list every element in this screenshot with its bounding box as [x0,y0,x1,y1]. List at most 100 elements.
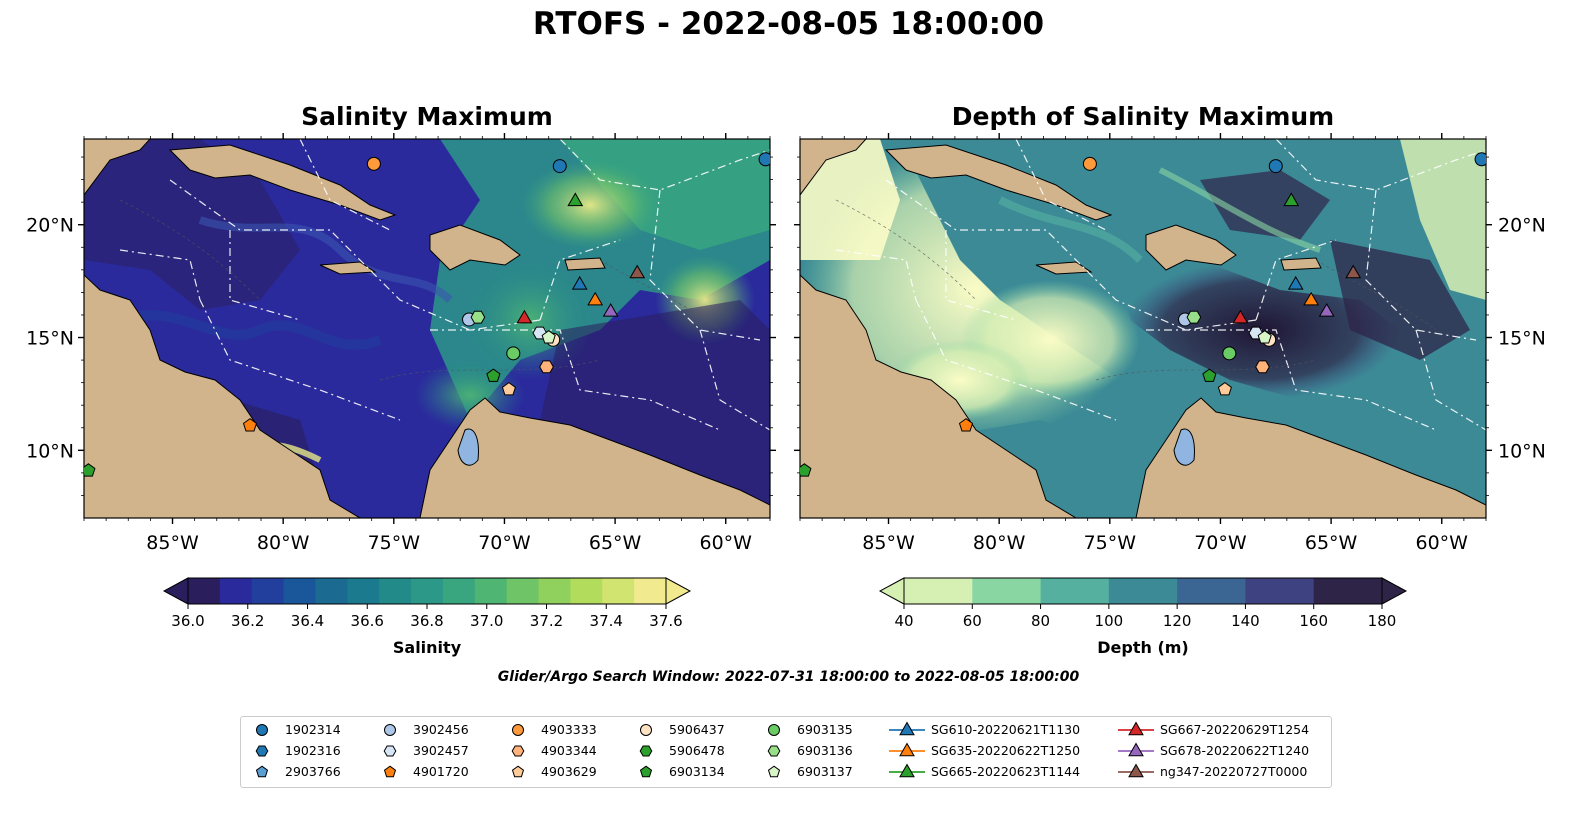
salinity-colorbar-swatch [634,578,667,604]
left-marker-6903137 [541,330,556,344]
legend-label: 1902316 [285,743,341,758]
legend-label: 5906478 [669,743,725,758]
legend-label: 4903344 [541,743,597,758]
salinity-colorbar-tick-label: 37.2 [530,612,563,630]
right-xtick-label: 65°W [1305,532,1358,554]
salinity-colorbar-tick-label: 36.2 [231,612,264,630]
left-marker-6903134 [84,463,96,477]
left-ytick-label: 10°N [26,440,74,462]
salinity-colorbar-extend-low [162,577,189,605]
left-markers [84,152,770,477]
legend-circle [256,724,268,736]
depth-colorbar-frame [903,577,1383,605]
salinity-colorbar-swatch [570,578,603,604]
right-xtick-label: 60°W [1416,532,1469,554]
left-marker-1902314 [552,159,567,174]
right-ytick-label: 10°N [1498,440,1546,462]
legend-triangle [899,763,915,778]
legend-label: 4903333 [541,722,597,737]
legend-marker [639,765,653,778]
salinity-colorbar-swatch [411,578,444,604]
salinity-map [84,139,770,518]
depth-colorbar-tick-label: 160 [1299,612,1328,630]
salinity-colorbar-swatch [219,578,253,604]
right-xtick-label: 75°W [1084,532,1137,554]
figure-title: RTOFS - 2022-08-05 18:00:00 [532,6,1045,42]
depth-colorbar-swatch [1177,578,1246,604]
right-marker-6903135 [1222,346,1237,361]
legend-marker [1118,742,1154,757]
depth-colorbar-tick-label: 60 [963,612,982,630]
left-marker-6903135 [506,346,521,361]
right-map-title: Depth of Salinity Maximum [951,102,1335,131]
legend-marker [768,724,780,736]
salinity-colorbar-swatch [474,578,508,604]
legend-marker [384,724,396,736]
legend-triangle [899,742,915,757]
legend-label: 6903136 [797,743,853,758]
legend-circle [512,724,524,736]
left-xtick-label: 60°W [700,532,753,554]
right-marker-4903629 [1217,381,1232,396]
salinity-colorbar-tick-label: 37.0 [470,612,503,630]
salinity-colorbar-swatch [506,578,540,604]
legend-pentagon [511,765,525,778]
left-marker-4903629 [501,381,516,396]
legend-marker [889,763,925,778]
left-marker-4903344 [539,360,554,374]
depth-colorbar-swatch [904,578,973,604]
right-marker-4903333 [1082,156,1097,171]
legend-marker [255,745,269,757]
right-marker-6903137 [1257,330,1272,344]
legend-label: SG610-20220621T1130 [931,722,1081,737]
depth-colorbar-extend-low [878,577,905,605]
legend-pentagon [255,765,269,778]
legend-triangle [899,721,915,736]
depth-colorbar-swatch [1108,578,1178,604]
depth-colorbar-extend-high [1381,577,1408,605]
right-xtick-label: 80°W [973,532,1026,554]
legend-label: 1902314 [285,722,341,737]
salinity-colorbar-swatch [602,578,635,604]
legend-label: 2903766 [285,764,341,779]
legend-pentagon [639,765,653,778]
salinity-colorbar-tick-label: 36.0 [171,612,204,630]
left-map-frame [83,138,771,519]
right-marker-4903344 [1255,360,1270,374]
right-marker-SG635-20220622T1250 [1303,291,1320,306]
left-marker-6903134 [486,368,501,382]
salinity-colorbar-tick-label: 36.4 [291,612,324,630]
legend-hexagon [639,745,653,757]
depth-colorbar-swatch [1040,578,1110,604]
legend-marker [639,745,653,757]
left-ytick-label: 20°N [26,215,74,237]
left-ytick-label: 15°N [26,328,74,350]
right-marker-SG678-20220622T1240 [1318,303,1335,317]
salinity-colorbar-tick-label: 36.8 [410,612,443,630]
legend-marker [889,742,925,757]
legend-label: 6903135 [797,722,853,737]
right-marker-6903134 [800,463,812,477]
legend-marker [511,745,525,757]
right-marker-6903134 [1202,368,1217,382]
left-marker-1902314 [758,152,770,167]
salinity-colorbar-swatch [251,578,285,604]
depth-colorbar-tick-label: 140 [1231,612,1260,630]
depth-colorbar-tick-label: 180 [1368,612,1397,630]
legend-label: SG635-20220622T1250 [931,743,1081,758]
salinity-colorbar-tick-label: 37.4 [590,612,623,630]
left-xtick-label: 85°W [146,532,199,554]
salinity-colorbar-swatch [315,578,348,604]
legend-hexagon [383,745,397,757]
left-marker-SG635-20220622T1250 [587,291,604,306]
right-marker-SG610-20220621T1130 [1287,275,1304,290]
left-xtick-label: 75°W [368,532,421,554]
legend: 1902314 1902316 2903766 3902456 3902457 49017… [240,716,1332,788]
legend-pentagon [383,765,397,778]
legend-marker [889,721,925,736]
legend-marker [512,724,524,736]
salinity-colorbar-swatch [379,578,412,604]
depth-colorbar-tick-label: 40 [894,612,913,630]
salinity-colorbar-swatch [283,578,316,604]
